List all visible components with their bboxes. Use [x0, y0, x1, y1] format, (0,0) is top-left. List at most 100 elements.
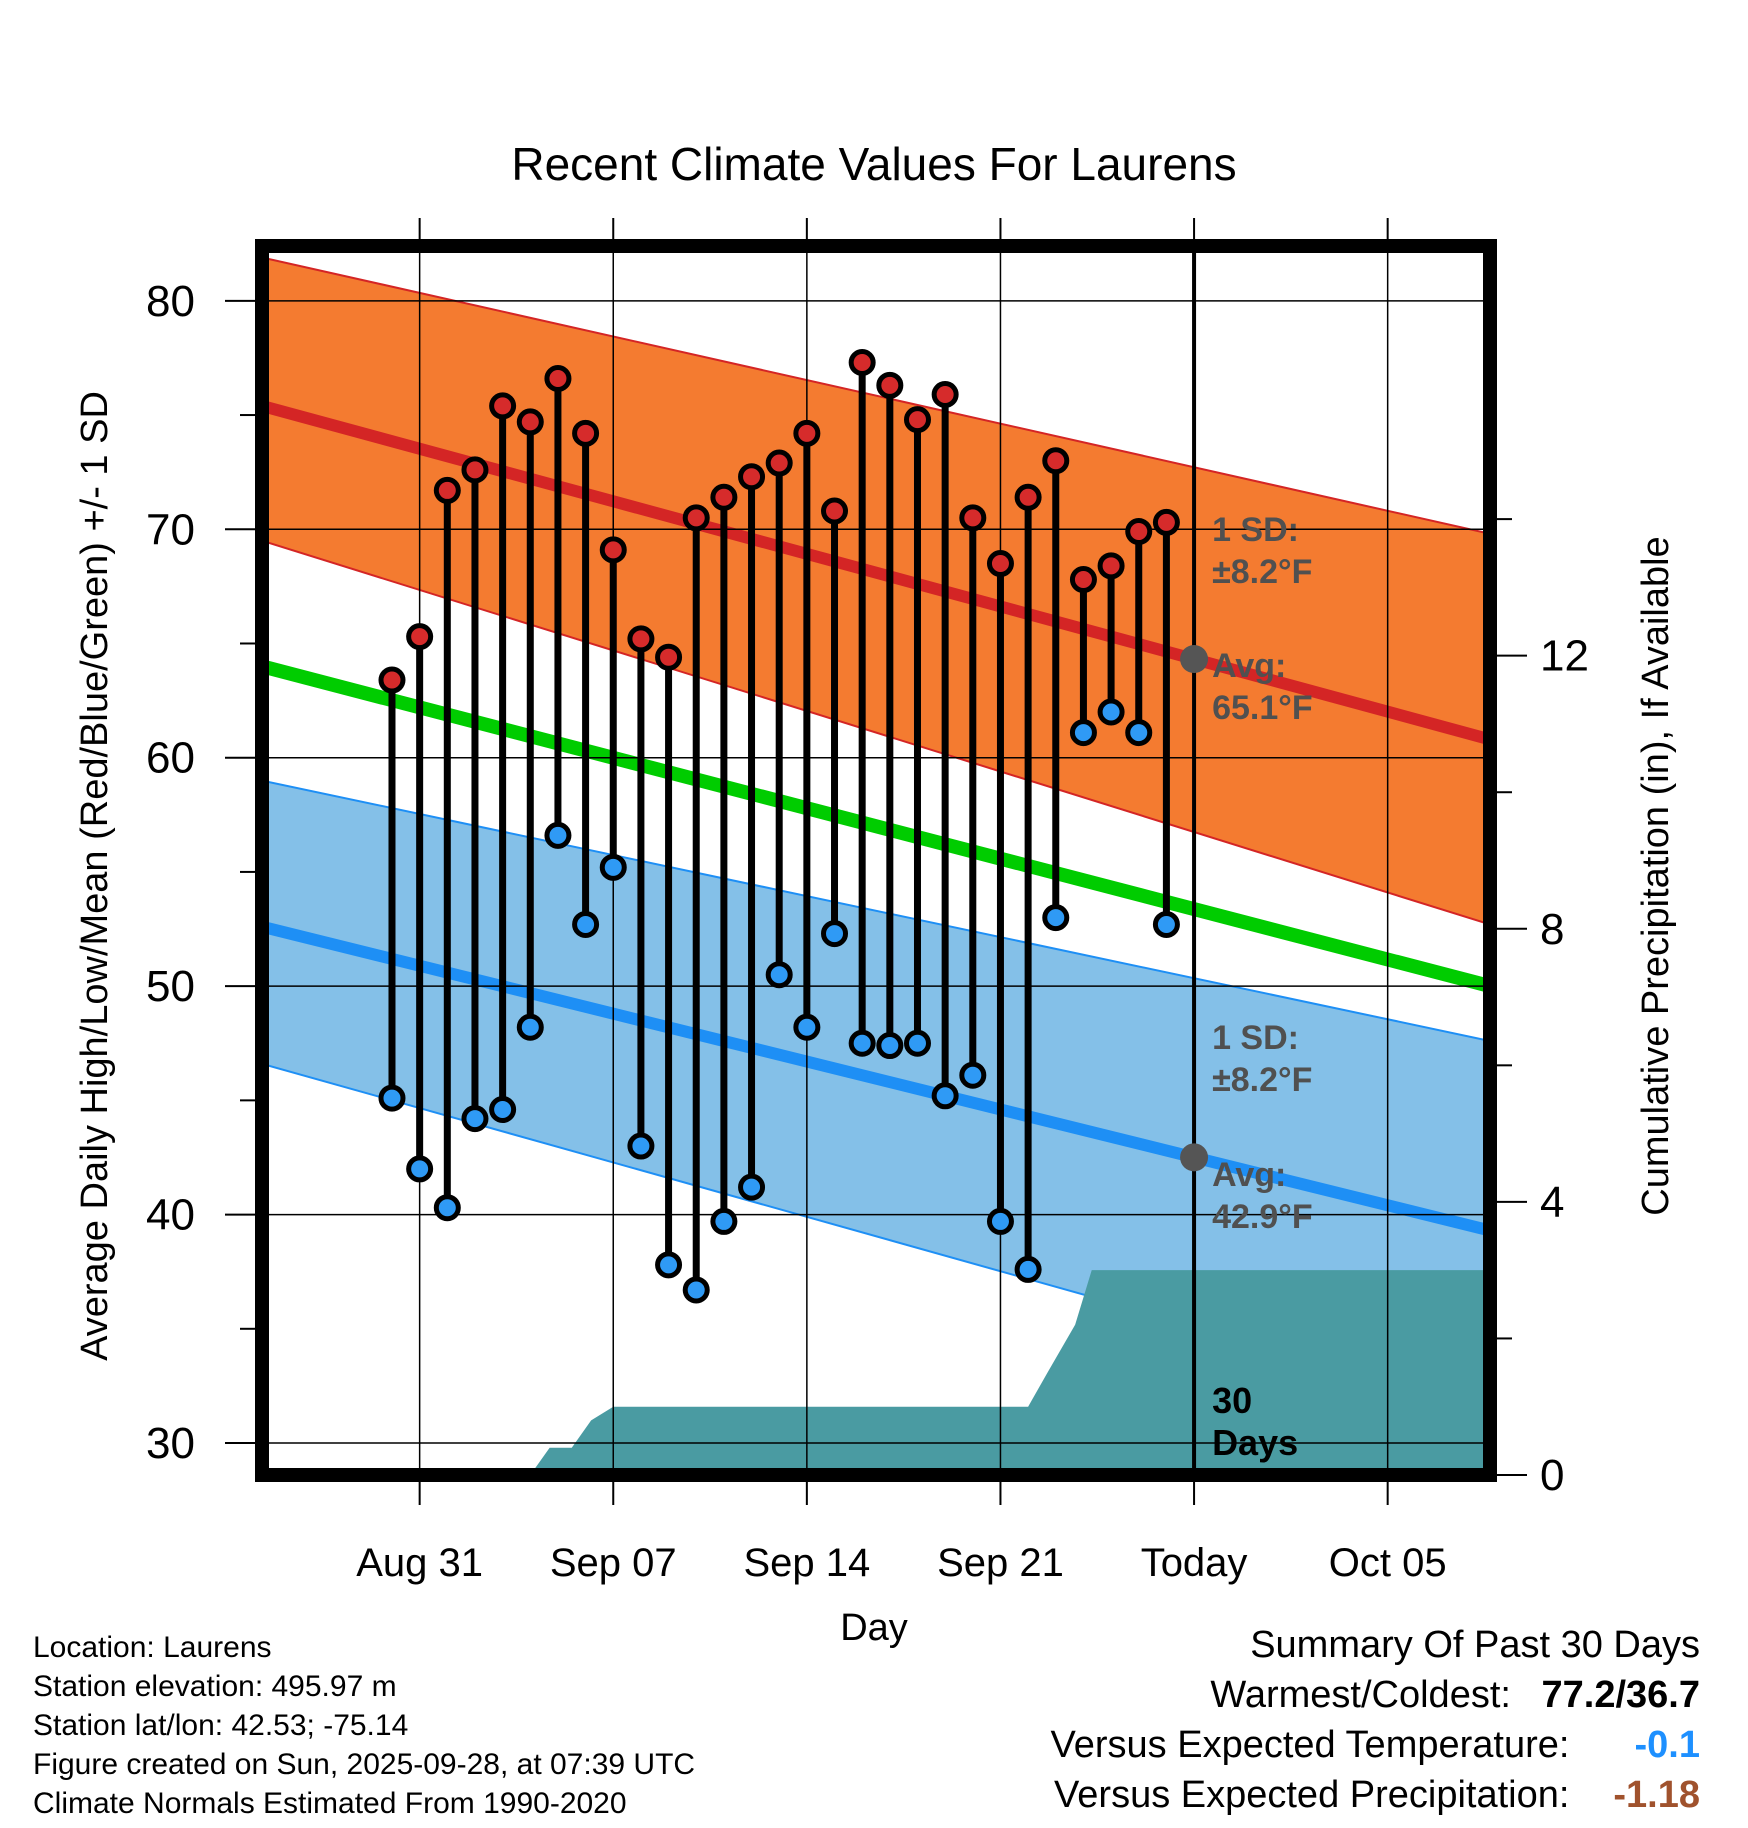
precip-area [262, 1270, 1490, 1475]
plot-frame [255, 239, 1497, 1482]
x-tick-label: Today [1141, 1541, 1248, 1585]
high-sd-value: ±8.2°F [1212, 553, 1312, 591]
high-upper-sd-line [262, 256, 1490, 535]
today-high-avg-marker [1180, 645, 1209, 674]
info-created: Figure created on Sun, 2025-09-28, at 07… [33, 1748, 696, 1781]
x-tick-label: Sep 07 [550, 1541, 677, 1585]
low-sd-band [262, 780, 1490, 1409]
x-tick-label: Sep 21 [937, 1541, 1064, 1585]
x-axis-label: Day [840, 1607, 908, 1649]
y-tick-label-right: 0 [1540, 1451, 1564, 1500]
y-tick-label-left: 30 [146, 1419, 195, 1468]
daily-low-point [765, 961, 793, 989]
daily-high-point [489, 392, 517, 420]
summary-panel: Summary Of Past 30 Days Warmest/Coldest:… [1051, 1620, 1700, 1820]
daily-high-point [627, 625, 655, 653]
daily-high-point [986, 550, 1014, 578]
y-tick-label-right: 4 [1540, 1178, 1564, 1227]
daily-high-point [406, 623, 434, 651]
daily-low-point [986, 1207, 1014, 1235]
daily-low-point [1125, 719, 1153, 747]
summary-precip-label: Versus Expected Precipitation: [1054, 1774, 1570, 1816]
daily-low-point [710, 1207, 738, 1235]
x-tick-label: Aug 31 [356, 1541, 483, 1585]
y-tick-label-right: 12 [1540, 632, 1589, 681]
daily-low-point [1014, 1255, 1042, 1283]
daily-low-point [682, 1276, 710, 1304]
info-normals: Climate Normals Estimated From 1990-2020 [33, 1787, 627, 1820]
daily-high-point [710, 483, 738, 511]
daily-high-point [1042, 447, 1070, 475]
daily-high-point [461, 456, 489, 484]
days-label-number: 30 [1212, 1380, 1252, 1421]
daily-low-point [903, 1029, 931, 1057]
daily-high-point [959, 504, 987, 532]
daily-high-point [572, 419, 600, 447]
daily-high-point [765, 449, 793, 477]
daily-low-point [876, 1032, 904, 1060]
days-label-text: Days [1212, 1422, 1298, 1463]
today-low-avg-marker [1180, 1143, 1209, 1172]
info-latlon: Station lat/lon: 42.53; -75.14 [33, 1709, 409, 1742]
daily-low-point [931, 1082, 959, 1110]
daily-low-point [959, 1061, 987, 1089]
plot-area: 1 SD: ±8.2°F Avg: 65.1°F 1 SD: ±8.2°F Avg: 42.9… [146, 218, 1589, 1585]
daily-high-point [793, 419, 821, 447]
summary-precip-value: -1.18 [1613, 1774, 1700, 1816]
y-tick-label-left: 80 [146, 277, 195, 326]
daily-high-point [848, 349, 876, 377]
daily-high-point [544, 364, 572, 392]
summary-temp-value: -0.1 [1634, 1724, 1700, 1766]
high-avg-label: Avg: [1212, 647, 1286, 685]
info-elevation: Station elevation: 495.97 m [33, 1670, 397, 1703]
daily-high-point [821, 497, 849, 525]
daily-low-point [1152, 910, 1180, 938]
y-tick-label-left: 70 [146, 505, 195, 554]
daily-high-point [931, 380, 959, 408]
daily-low-point [433, 1194, 461, 1222]
high-lower-sd-line [262, 539, 1490, 926]
daily-low-point [516, 1013, 544, 1041]
low-sd-value: ±8.2°F [1212, 1061, 1312, 1099]
daily-low-point [489, 1095, 517, 1123]
y-axis-left-label: Average Daily High/Low/Mean (Red/Blue/Gr… [74, 391, 116, 1361]
y-tick-label-left: 60 [146, 734, 195, 783]
daily-high-point [655, 643, 683, 671]
daily-low-point [793, 1013, 821, 1041]
low-upper-sd-line [262, 779, 1490, 1042]
daily-low-point [1069, 719, 1097, 747]
low-normal-line [262, 920, 1490, 1237]
info-location: Location: Laurens [33, 1631, 272, 1664]
summary-title: Summary Of Past 30 Days [1250, 1624, 1700, 1666]
daily-high-point [903, 406, 931, 434]
daily-high-point [1069, 566, 1097, 594]
summary-warmest-row: Warmest/Coldest: 77.2/36.7 [1051, 1670, 1700, 1720]
summary-warmest-label: Warmest/Coldest: [1210, 1674, 1511, 1716]
daily-low-point [627, 1132, 655, 1160]
daily-low-point [378, 1084, 406, 1112]
summary-warmest-value: 77.2/36.7 [1541, 1674, 1700, 1716]
summary-precip-row: Versus Expected Precipitation: -1.18 [1051, 1770, 1700, 1820]
daily-high-point [738, 463, 766, 491]
daily-high-point [599, 536, 627, 564]
low-avg-label: Avg: [1212, 1156, 1286, 1194]
y-tick-label-left: 40 [146, 1191, 195, 1240]
chart-title: Recent Climate Values For Laurens [511, 138, 1236, 190]
x-tick-label: Sep 14 [743, 1541, 870, 1585]
summary-temp-label: Versus Expected Temperature: [1050, 1724, 1570, 1766]
y-axis-right-label: Cumulative Precipitation (in), If Availa… [1635, 536, 1677, 1215]
daily-low-point [406, 1155, 434, 1183]
daily-low-point [738, 1173, 766, 1201]
high-avg-value: 65.1°F [1212, 689, 1313, 727]
mean-normal-line [262, 659, 1490, 993]
low-avg-value: 42.9°F [1212, 1198, 1313, 1236]
daily-high-point [433, 476, 461, 504]
y-tick-label-left: 50 [146, 962, 195, 1011]
daily-high-point [1125, 518, 1153, 546]
low-sd-label: 1 SD: [1212, 1019, 1299, 1057]
y-tick-label-right: 8 [1540, 905, 1564, 954]
summary-temp-row: Versus Expected Temperature: -0.1 [1051, 1720, 1700, 1770]
daily-high-point [876, 371, 904, 399]
daily-high-point [1152, 508, 1180, 536]
